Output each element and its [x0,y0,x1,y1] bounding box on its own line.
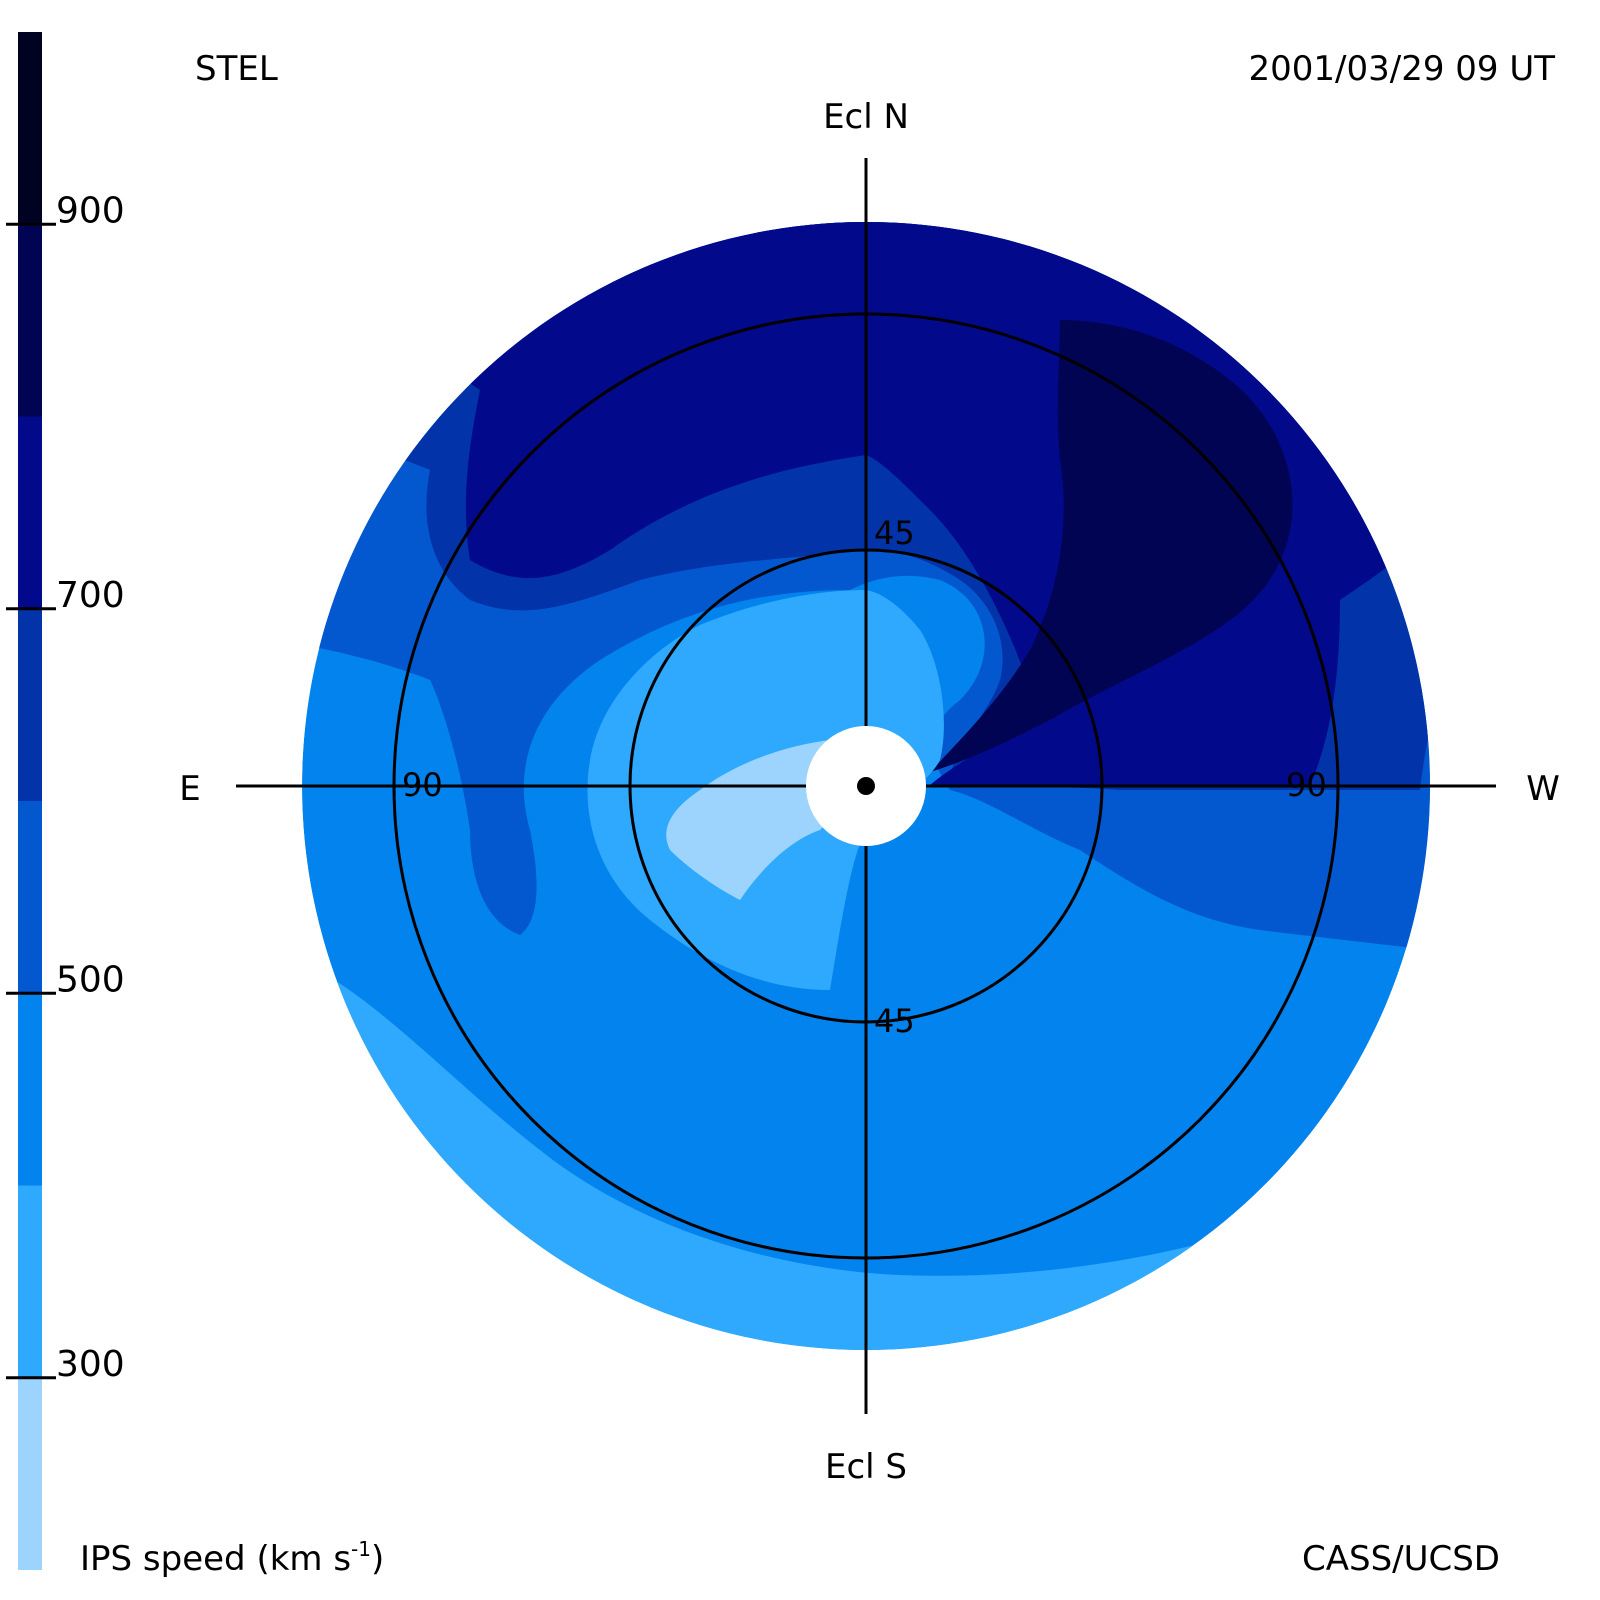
direction-north: Ecl N [823,97,909,137]
colorbar-band-400-500 [18,993,42,1186]
ring-label-inner-bottom: 45 [874,1002,915,1040]
colorbar-band-500-600 [18,801,42,994]
instrument-label: STEL [195,49,278,89]
credit-label: CASS/UCSD [1302,1539,1500,1579]
colorbar-bands [18,32,42,1570]
colorbar-tick-label-300: 300 [56,1344,125,1385]
ring-label-outer-left: 90 [402,766,443,804]
colorbar-band-800-900 [18,224,42,417]
colorbar-tick-label-900: 900 [56,190,125,231]
colorbar-band-900-1000 [18,32,42,225]
colorbar: 900 700 500 300 [6,32,125,1570]
ring-label-outer-right: 90 [1286,766,1327,804]
direction-east: E [179,769,200,809]
colorbar-band-300-400 [18,1185,42,1378]
direction-west: W [1526,769,1560,809]
speed-region-200-300 [666,740,841,900]
colorbar-band-600-700 [18,608,42,801]
colorbar-band-700-800 [18,416,42,609]
sun-marker-icon [857,777,875,795]
colorbar-tick-label-700: 700 [56,575,125,616]
colorbar-tick-label-500: 500 [56,959,125,1000]
timestamp-label: 2001/03/29 09 UT [1249,49,1556,89]
colorbar-ticks: 900 700 500 300 [6,190,125,1385]
speed-region-800-900 [930,320,1293,772]
direction-south: Ecl S [825,1447,907,1487]
colorbar-band-200-300 [18,1377,42,1570]
colorbar-title: IPS speed (km s-1) [80,1537,384,1579]
ring-label-inner-top: 45 [874,514,915,552]
